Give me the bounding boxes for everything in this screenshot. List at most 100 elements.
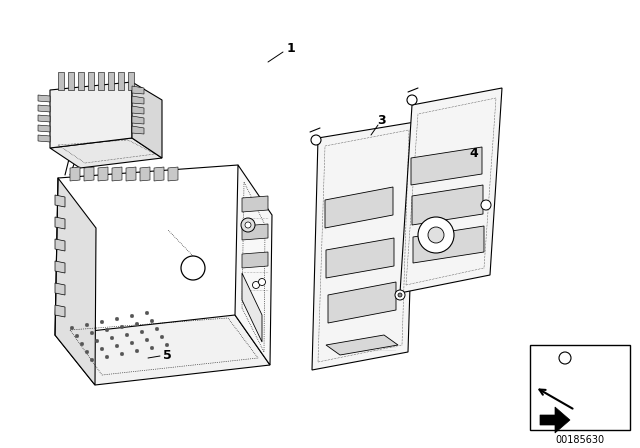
Polygon shape bbox=[242, 196, 268, 212]
Circle shape bbox=[90, 331, 94, 335]
Polygon shape bbox=[50, 138, 162, 168]
Polygon shape bbox=[540, 407, 570, 433]
Polygon shape bbox=[168, 167, 178, 181]
Circle shape bbox=[165, 343, 169, 347]
Circle shape bbox=[418, 217, 454, 253]
Polygon shape bbox=[98, 72, 104, 90]
Polygon shape bbox=[38, 95, 50, 102]
Polygon shape bbox=[68, 72, 74, 90]
Polygon shape bbox=[118, 72, 124, 90]
Circle shape bbox=[181, 256, 205, 280]
Polygon shape bbox=[400, 88, 502, 293]
Polygon shape bbox=[235, 165, 272, 365]
Circle shape bbox=[100, 320, 104, 324]
Circle shape bbox=[70, 326, 74, 330]
Polygon shape bbox=[326, 335, 398, 355]
Text: 00185630: 00185630 bbox=[556, 435, 605, 445]
Circle shape bbox=[311, 135, 321, 145]
Circle shape bbox=[241, 218, 255, 232]
Circle shape bbox=[395, 290, 405, 300]
Circle shape bbox=[130, 314, 134, 318]
Circle shape bbox=[135, 349, 139, 353]
Polygon shape bbox=[38, 105, 50, 112]
Circle shape bbox=[245, 222, 251, 228]
Polygon shape bbox=[55, 178, 96, 385]
Bar bbox=[530, 345, 630, 430]
Polygon shape bbox=[132, 116, 144, 124]
Circle shape bbox=[145, 338, 149, 342]
Circle shape bbox=[110, 336, 114, 340]
Polygon shape bbox=[411, 147, 482, 185]
Circle shape bbox=[90, 358, 94, 362]
Polygon shape bbox=[325, 187, 393, 228]
Polygon shape bbox=[242, 273, 262, 342]
Circle shape bbox=[120, 352, 124, 356]
Polygon shape bbox=[154, 167, 164, 181]
Circle shape bbox=[145, 311, 149, 315]
Circle shape bbox=[155, 327, 159, 331]
Circle shape bbox=[428, 227, 444, 243]
Circle shape bbox=[85, 323, 89, 327]
Polygon shape bbox=[326, 238, 394, 278]
Polygon shape bbox=[55, 305, 65, 317]
Polygon shape bbox=[88, 72, 94, 90]
Circle shape bbox=[481, 200, 491, 210]
Polygon shape bbox=[55, 283, 65, 295]
Polygon shape bbox=[38, 125, 50, 132]
Polygon shape bbox=[84, 167, 94, 181]
Polygon shape bbox=[412, 185, 483, 225]
Circle shape bbox=[115, 317, 119, 321]
Text: 5: 5 bbox=[163, 349, 172, 362]
Text: 2: 2 bbox=[539, 352, 547, 365]
Polygon shape bbox=[126, 167, 136, 181]
Polygon shape bbox=[55, 239, 65, 251]
Circle shape bbox=[85, 350, 89, 354]
Circle shape bbox=[559, 352, 571, 364]
Polygon shape bbox=[132, 86, 144, 94]
Circle shape bbox=[125, 333, 129, 337]
Polygon shape bbox=[108, 72, 114, 90]
Circle shape bbox=[76, 334, 79, 338]
Circle shape bbox=[150, 346, 154, 350]
Polygon shape bbox=[98, 167, 108, 181]
Circle shape bbox=[135, 322, 139, 326]
Text: 2: 2 bbox=[189, 263, 197, 273]
Circle shape bbox=[120, 325, 124, 329]
Polygon shape bbox=[132, 82, 162, 158]
Circle shape bbox=[150, 319, 154, 323]
Circle shape bbox=[105, 328, 109, 332]
Circle shape bbox=[398, 293, 402, 297]
Polygon shape bbox=[55, 195, 65, 207]
Text: 4: 4 bbox=[470, 146, 478, 159]
Polygon shape bbox=[312, 122, 415, 370]
Polygon shape bbox=[328, 282, 396, 323]
Polygon shape bbox=[242, 252, 268, 268]
Polygon shape bbox=[55, 217, 65, 229]
Circle shape bbox=[253, 281, 259, 289]
Circle shape bbox=[130, 341, 134, 345]
Circle shape bbox=[80, 342, 84, 346]
Polygon shape bbox=[55, 315, 270, 385]
Polygon shape bbox=[413, 226, 484, 263]
Polygon shape bbox=[78, 72, 84, 90]
Polygon shape bbox=[38, 115, 50, 122]
Circle shape bbox=[100, 347, 104, 351]
Polygon shape bbox=[70, 167, 80, 181]
Polygon shape bbox=[38, 135, 50, 142]
Polygon shape bbox=[132, 96, 144, 104]
Polygon shape bbox=[58, 72, 64, 90]
Circle shape bbox=[160, 335, 164, 339]
Polygon shape bbox=[242, 224, 268, 240]
Text: 1: 1 bbox=[287, 42, 296, 55]
Polygon shape bbox=[140, 167, 150, 181]
Polygon shape bbox=[50, 82, 132, 148]
Circle shape bbox=[105, 355, 109, 359]
Circle shape bbox=[259, 279, 266, 285]
Polygon shape bbox=[55, 261, 65, 273]
Circle shape bbox=[407, 95, 417, 105]
Circle shape bbox=[115, 344, 119, 348]
Circle shape bbox=[140, 330, 144, 334]
Polygon shape bbox=[132, 126, 144, 134]
Text: 3: 3 bbox=[378, 113, 387, 126]
Polygon shape bbox=[112, 167, 122, 181]
